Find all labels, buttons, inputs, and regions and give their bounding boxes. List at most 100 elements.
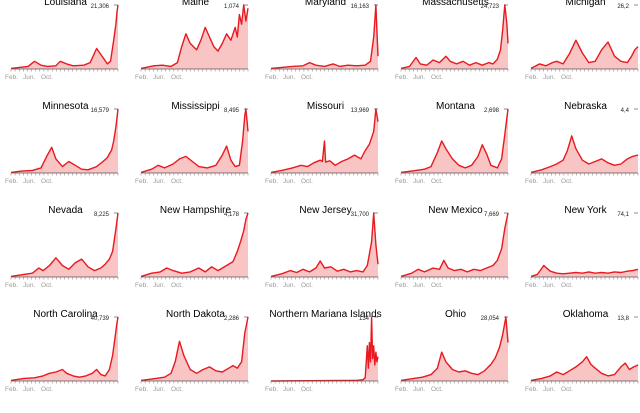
max-value-label: 13,969 <box>351 108 370 114</box>
chart-title: New York <box>564 205 607 216</box>
chart-title: New Jersey <box>299 205 352 216</box>
series-line <box>270 108 379 174</box>
area-fill <box>401 5 508 69</box>
chart-panel: Oklahoma 13,8 Feb. Jun. Oct. <box>523 309 640 413</box>
max-value-label: 16,163 <box>351 4 370 10</box>
chart-title: Michigan <box>565 0 606 8</box>
x-tick-label: Jun. <box>153 386 165 393</box>
sparkline-svg: 1,074 Feb. Jun. Oct. <box>135 4 249 81</box>
x-tick-label: Jun. <box>283 74 295 81</box>
chart-panel: Nevada 8,225 Feb. Jun. Oct. <box>3 205 128 309</box>
series-line <box>270 316 379 382</box>
x-tick-label: Jun. <box>23 386 35 393</box>
chart-panel: Massachusetts 24,723 Feb. Jun. Oct. <box>393 0 518 101</box>
chart-title: North Carolina <box>33 309 98 320</box>
sparkline-svg: 134 Feb. Jun. Oct. <box>265 316 379 393</box>
x-tick-label: Jun. <box>413 386 425 393</box>
x-tick-label: Jun. <box>23 282 35 289</box>
sparkline-svg: 2,286 Feb. Jun. Oct. <box>135 316 249 393</box>
chart-title: Northern Mariana Islands <box>269 309 382 320</box>
x-tick-label: Feb. <box>5 178 18 185</box>
sparkline-svg: 8,495 Feb. Jun. Oct. <box>135 108 249 185</box>
series-line <box>140 316 249 382</box>
x-tick-label: Oct. <box>301 74 313 81</box>
x-tick-label: Feb. <box>135 282 148 289</box>
x-tick-label: Feb. <box>135 178 148 185</box>
area-fill <box>271 5 378 69</box>
chart-title: Nevada <box>48 205 83 216</box>
series-line <box>530 135 639 174</box>
area-fill <box>531 356 638 381</box>
x-tick-label: Oct. <box>171 74 183 81</box>
sparkline-svg: 16,579 Feb. Jun. Oct. <box>5 108 119 185</box>
max-value-label: 16,579 <box>91 108 110 114</box>
x-tick-label: Oct. <box>41 386 53 393</box>
chart-panel: North Carolina 40,739 Feb. Jun. Oct. <box>3 309 128 413</box>
area-fill <box>531 265 638 277</box>
chart-title: New Hampshire <box>159 205 232 216</box>
chart-title: Oklahoma <box>562 309 609 320</box>
x-tick-label: Oct. <box>171 178 183 185</box>
sparkline-svg: 21,306 Feb. Jun. Oct. <box>5 4 119 81</box>
x-tick-label: Oct. <box>561 282 573 289</box>
x-tick-label: Oct. <box>561 178 573 185</box>
series-line <box>400 212 509 278</box>
sparkline-svg: 28,054 Feb. Jun. Oct. <box>395 316 509 393</box>
x-tick-label: Oct. <box>171 282 183 289</box>
sparkline-svg: 24,723 Feb. Jun. Oct. <box>395 4 509 81</box>
series-line <box>10 316 119 382</box>
x-tick-label: Oct. <box>301 282 313 289</box>
series-line <box>530 356 639 382</box>
series-line <box>10 108 119 174</box>
max-value-label: 40,739 <box>91 316 110 322</box>
x-tick-label: Jun. <box>153 282 165 289</box>
x-tick-label: Feb. <box>525 282 538 289</box>
series-line <box>140 4 249 70</box>
sparkline-svg: 26,2 Feb. Jun. Oct. <box>525 4 639 81</box>
x-tick-label: Feb. <box>5 74 18 81</box>
x-tick-label: Oct. <box>431 386 443 393</box>
chart-panel: Michigan 26,2 Feb. Jun. Oct. <box>523 0 640 101</box>
sparkline-svg: 4,178 Feb. Jun. Oct. <box>135 212 249 289</box>
x-tick-label: Jun. <box>23 178 35 185</box>
sparkline-svg: 16,163 Feb. Jun. Oct. <box>265 4 379 81</box>
sparkline-svg: 31,700 Feb. Jun. Oct. <box>265 212 379 289</box>
x-tick-label: Jun. <box>413 282 425 289</box>
x-tick-label: Feb. <box>395 74 408 81</box>
area-fill <box>11 5 118 69</box>
chart-panel: North Dakota 2,286 Feb. Jun. Oct. <box>133 309 258 413</box>
x-tick-label: Jun. <box>283 178 295 185</box>
chart-title: North Dakota <box>166 309 225 320</box>
series-line <box>400 316 509 382</box>
x-tick-label: Jun. <box>413 178 425 185</box>
x-tick-label: Oct. <box>561 74 573 81</box>
x-tick-label: Oct. <box>41 74 53 81</box>
x-tick-label: Feb. <box>525 178 538 185</box>
chart-panel: Northern Mariana Islands 134 Feb. Jun. Oct. <box>263 309 388 413</box>
x-tick-label: Feb. <box>395 386 408 393</box>
x-tick-label: Oct. <box>41 282 53 289</box>
sparkline-svg: 13,969 Feb. Jun. Oct. <box>265 108 379 185</box>
area-fill <box>401 317 508 381</box>
chart-panel: Minnesota 16,579 Feb. Jun. Oct. <box>3 101 128 205</box>
chart-panel: Nebraska 4,4 Feb. Jun. Oct. <box>523 101 640 205</box>
x-tick-label: Feb. <box>265 282 278 289</box>
sparkline-svg: 40,739 Feb. Jun. Oct. <box>5 316 119 393</box>
sparkline-svg: 4,4 Feb. Jun. Oct. <box>525 108 639 185</box>
series-line <box>140 212 249 278</box>
x-tick-label: Feb. <box>395 178 408 185</box>
chart-panel: Missouri 13,969 Feb. Jun. Oct. <box>263 101 388 205</box>
sparkline-svg: 74,1 Feb. Jun. Oct. <box>525 212 639 289</box>
max-value-label: 26,2 <box>617 4 629 10</box>
x-tick-label: Oct. <box>171 386 183 393</box>
max-value-label: 1,074 <box>224 4 240 10</box>
area-fill <box>11 213 118 277</box>
x-tick-label: Jun. <box>283 386 295 393</box>
x-tick-label: Jun. <box>543 74 555 81</box>
x-tick-label: Jun. <box>153 178 165 185</box>
x-tick-label: Jun. <box>283 282 295 289</box>
series-line <box>10 212 119 278</box>
series-line <box>10 4 119 70</box>
x-tick-label: Feb. <box>525 74 538 81</box>
x-tick-label: Jun. <box>543 178 555 185</box>
